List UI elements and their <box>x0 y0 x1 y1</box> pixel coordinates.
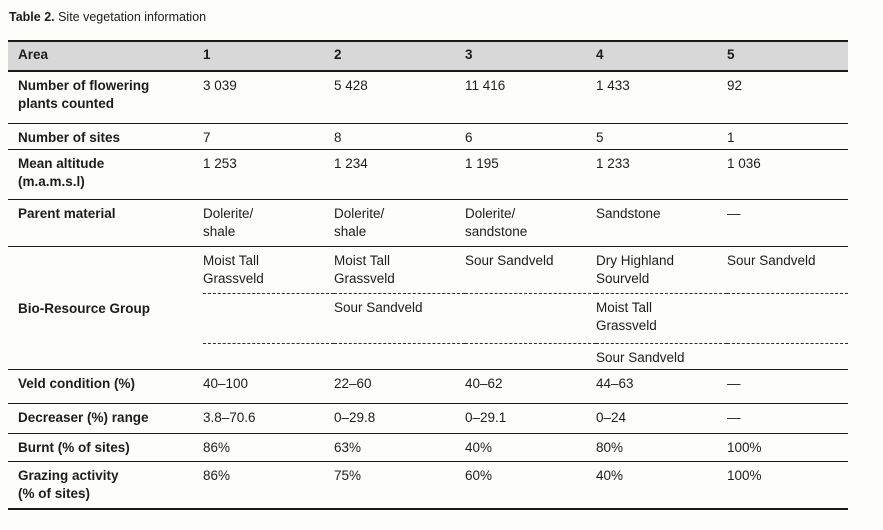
table-cell: Sour Sandveld <box>596 343 727 370</box>
table-cell: 0–24 <box>596 403 727 434</box>
table-cell <box>334 343 465 370</box>
table-cell: Moist Tall Grassveld <box>334 246 465 294</box>
table-row-bio-resource-group-sub1: Bio-Resource Group Moist Tall Grassveld … <box>8 246 848 370</box>
table-cell: 5 428 <box>334 71 465 124</box>
row-label: Decreaser (%) range <box>8 403 203 434</box>
table-row-bio-resource-group-sub2: Sour Sandveld Moist Tall Grassveld <box>8 293 848 344</box>
table-cell <box>465 343 596 370</box>
table-cell: 1 <box>727 123 848 150</box>
table-cell: 6 <box>465 123 596 150</box>
vegetation-table: Area 1 2 3 4 5 Number of flowering plant… <box>8 40 848 511</box>
table-row-flowering-plants: Number of flowering plants counted 3 039… <box>8 71 848 124</box>
table-cell: Sour Sandveld <box>727 246 848 294</box>
row-label: Number of flowering plants counted <box>8 71 203 124</box>
table-cell: 1 036 <box>727 149 848 200</box>
table-cell <box>727 293 848 344</box>
table-cell: Sandstone <box>596 199 727 247</box>
table-cell: 44–63 <box>596 369 727 404</box>
row-label: Number of sites <box>8 123 203 150</box>
table-cell: Dolerite/ shale <box>334 199 465 247</box>
table-row-burnt: Burnt (% of sites) 86% 63% 40% 80% 100% <box>8 433 848 462</box>
table-cell: 86% <box>203 461 334 511</box>
table-cell: 7 <box>203 123 334 150</box>
table-cell: 100% <box>727 433 848 462</box>
table-row-decreaser-range: Decreaser (%) range 3.8–70.6 0–29.8 0–29… <box>8 403 848 434</box>
table-cell: 40% <box>596 461 727 511</box>
table-cell: 11 416 <box>465 71 596 124</box>
table-cell: 3.8–70.6 <box>203 403 334 434</box>
table-cell: 3 039 <box>203 71 334 124</box>
table-cell: Dry Highland Sourveld <box>596 246 727 294</box>
header-row: Area 1 2 3 4 5 <box>8 41 848 72</box>
table-caption: Table 2. Site vegetation information <box>9 10 883 25</box>
table-cell: Sour Sandveld <box>334 293 465 344</box>
table-cell: 75% <box>334 461 465 511</box>
table-cell: Dolerite/ sandstone <box>465 199 596 247</box>
table-cell: Moist Tall Grassveld <box>203 246 334 294</box>
document-page: Table 2. Site vegetation information Are… <box>0 10 883 511</box>
table-cell: 1 233 <box>596 149 727 200</box>
table-cell: 5 <box>596 123 727 150</box>
table-cell: 1 195 <box>465 149 596 200</box>
table-cell <box>203 293 334 344</box>
table-cell: 63% <box>334 433 465 462</box>
table-cell: 100% <box>727 461 848 511</box>
row-label: Mean altitude (m.a.m.s.l) <box>8 149 203 200</box>
table-cell: 1 253 <box>203 149 334 200</box>
row-label: Veld condition (%) <box>8 369 203 404</box>
table-cell: 1 234 <box>334 149 465 200</box>
row-label: Parent material <box>8 199 203 247</box>
table-cell: — <box>727 403 848 434</box>
table-cell: 92 <box>727 71 848 124</box>
table-row-veld-condition: Veld condition (%) 40–100 22–60 40–62 44… <box>8 369 848 404</box>
table-caption-text: Site vegetation information <box>54 10 207 24</box>
table-row-parent-material: Parent material Dolerite/ shale Dolerite… <box>8 199 848 247</box>
table-cell: — <box>727 199 848 247</box>
table-cell: 0–29.1 <box>465 403 596 434</box>
table-cell: 40–100 <box>203 369 334 404</box>
table-cell: 0–29.8 <box>334 403 465 434</box>
table-cell: Dolerite/ shale <box>203 199 334 247</box>
table-cell: 40% <box>465 433 596 462</box>
table-cell: 86% <box>203 433 334 462</box>
row-label: Bio-Resource Group <box>8 246 203 370</box>
table-cell: — <box>727 369 848 404</box>
table-row-mean-altitude: Mean altitude (m.a.m.s.l) 1 253 1 234 1 … <box>8 149 848 200</box>
table-number: Table 2. <box>9 10 55 24</box>
column-header-area: Area <box>8 41 203 72</box>
row-label: Grazing activity (% of sites) <box>8 461 203 511</box>
table-row-number-of-sites: Number of sites 7 8 6 5 1 <box>8 123 848 150</box>
table-row-bio-resource-group-sub3: Sour Sandveld <box>8 343 848 370</box>
table-cell: Sour Sandveld <box>465 246 596 294</box>
table-cell: 22–60 <box>334 369 465 404</box>
table-cell: 1 433 <box>596 71 727 124</box>
column-header-3: 3 <box>465 41 596 72</box>
row-label: Burnt (% of sites) <box>8 433 203 462</box>
table-cell <box>727 343 848 370</box>
table-row-grazing-activity: Grazing activity (% of sites) 86% 75% 60… <box>8 461 848 511</box>
table-cell: Moist Tall Grassveld <box>596 293 727 344</box>
column-header-4: 4 <box>596 41 727 72</box>
table-cell: 60% <box>465 461 596 511</box>
table-cell: 40–62 <box>465 369 596 404</box>
table-cell: 80% <box>596 433 727 462</box>
column-header-5: 5 <box>727 41 848 72</box>
column-header-2: 2 <box>334 41 465 72</box>
column-header-1: 1 <box>203 41 334 72</box>
table-cell <box>203 343 334 370</box>
table-cell <box>465 293 596 344</box>
table-cell: 8 <box>334 123 465 150</box>
